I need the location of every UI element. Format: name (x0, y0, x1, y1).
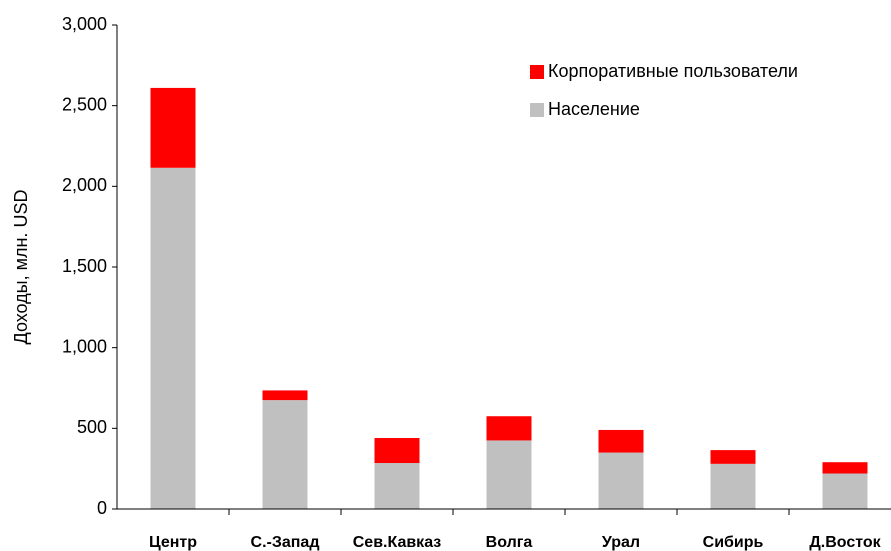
legend-label: Население (548, 99, 640, 119)
bar-segment (486, 440, 532, 509)
y-tick-label: 2,000 (62, 175, 107, 195)
bar-segment (598, 429, 644, 453)
bar-segment (374, 438, 420, 464)
legend-swatch (530, 65, 544, 79)
x-tick-label: Урал (602, 534, 640, 551)
bar-segment (486, 416, 532, 441)
bar-segment (150, 167, 196, 509)
x-tick-label: Волга (486, 534, 533, 551)
bar-segment (710, 450, 756, 464)
x-tick-label: Д.Восток (809, 534, 881, 551)
y-tick-label: 1,500 (62, 256, 107, 276)
bar-segment (262, 400, 308, 509)
bar-segment (822, 462, 868, 474)
x-tick-label: Сибирь (703, 534, 764, 551)
bar-segment (598, 452, 644, 509)
y-tick-label: 1,000 (62, 336, 107, 356)
bar-segment (374, 463, 420, 509)
y-tick-label: 2,500 (62, 94, 107, 114)
x-tick-label: С.-Запад (251, 534, 320, 551)
bar-segment (262, 390, 308, 401)
y-tick-label: 3,000 (62, 14, 107, 34)
bar-segment (150, 87, 196, 168)
legend-swatch (530, 103, 544, 117)
bar-segment (710, 463, 756, 509)
legend-label: Корпоративные пользователи (548, 61, 798, 81)
y-tick-label: 500 (77, 417, 107, 437)
y-tick-label: 0 (97, 498, 107, 518)
x-tick-label: Центр (149, 534, 197, 551)
bar-segment (822, 473, 868, 509)
x-tick-label: Сев.Кавказ (353, 534, 442, 551)
y-axis-label: Доходы, млн. USD (11, 190, 31, 345)
